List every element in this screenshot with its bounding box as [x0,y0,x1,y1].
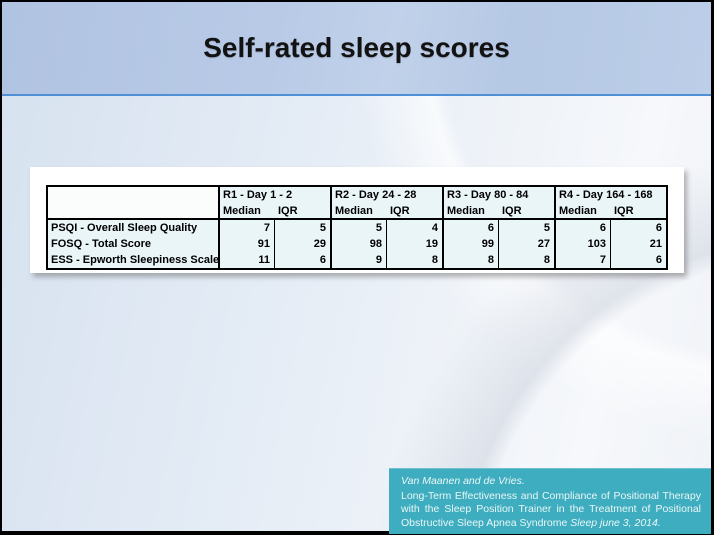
table-corner-cell [48,187,218,220]
table-group-header-r4: R4 - Day 164 - 168 Median IQR [554,187,666,220]
value-cell: 11 [218,252,274,268]
median-column-label: Median [559,205,597,217]
value-cell: 5 [330,220,386,236]
value-cell: 29 [274,236,330,252]
group-title: R4 - Day 164 - 168 [559,189,653,201]
sleep-scores-table: R1 - Day 1 - 2 Median IQR R2 - Day 24 - … [46,185,668,270]
value-cell: 5 [498,220,554,236]
value-cell: 98 [330,236,386,252]
value-cell: 6 [554,220,610,236]
value-cell: 9 [330,252,386,268]
content-area [2,96,711,531]
citation-box: Van Maanen and de Vries. Long-Term Effec… [389,468,711,534]
iqr-column-label: IQR [502,205,522,217]
value-cell: 6 [274,252,330,268]
iqr-column-label: IQR [278,205,298,217]
value-cell: 99 [442,236,498,252]
value-cell: 6 [610,220,666,236]
median-column-label: Median [447,205,485,217]
row-label-fosq: FOSQ - Total Score [48,236,218,252]
value-cell: 6 [442,220,498,236]
row-label-ess: ESS - Epworth Sleepiness Scale [48,252,218,268]
group-title: R3 - Day 80 - 84 [447,189,529,201]
table-group-header-r1: R1 - Day 1 - 2 Median IQR [218,187,330,220]
table-group-header-r2: R2 - Day 24 - 28 Median IQR [330,187,442,220]
group-title: R2 - Day 24 - 28 [335,189,417,201]
iqr-column-label: IQR [390,205,410,217]
header-band: Self-rated sleep scores [2,2,711,96]
page-title: Self-rated sleep scores [203,32,510,63]
citation-text: Long-Term Effectiveness and Compliance o… [401,490,701,531]
citation-source: Sleep june 3, 2014. [570,516,661,529]
value-cell: 91 [218,236,274,252]
value-cell: 8 [442,252,498,268]
median-column-label: Median [335,205,373,217]
value-cell: 8 [498,252,554,268]
value-cell: 7 [218,220,274,236]
value-cell: 103 [554,236,610,252]
group-title: R1 - Day 1 - 2 [223,189,293,201]
value-cell: 21 [610,236,666,252]
table-group-header-r3: R3 - Day 80 - 84 Median IQR [442,187,554,220]
citation-title: Long-Term Effectiveness and Compliance o… [401,489,701,529]
iqr-column-label: IQR [614,205,634,217]
value-cell: 5 [274,220,330,236]
value-cell: 6 [610,252,666,268]
value-cell: 7 [554,252,610,268]
median-column-label: Median [223,205,261,217]
table-panel: R1 - Day 1 - 2 Median IQR R2 - Day 24 - … [30,167,684,273]
row-label-psqi: PSQI - Overall Sleep Quality [48,220,218,236]
value-cell: 4 [386,220,442,236]
value-cell: 27 [498,236,554,252]
value-cell: 19 [386,236,442,252]
value-cell: 8 [386,252,442,268]
citation-authors: Van Maanen and de Vries. [401,475,525,487]
